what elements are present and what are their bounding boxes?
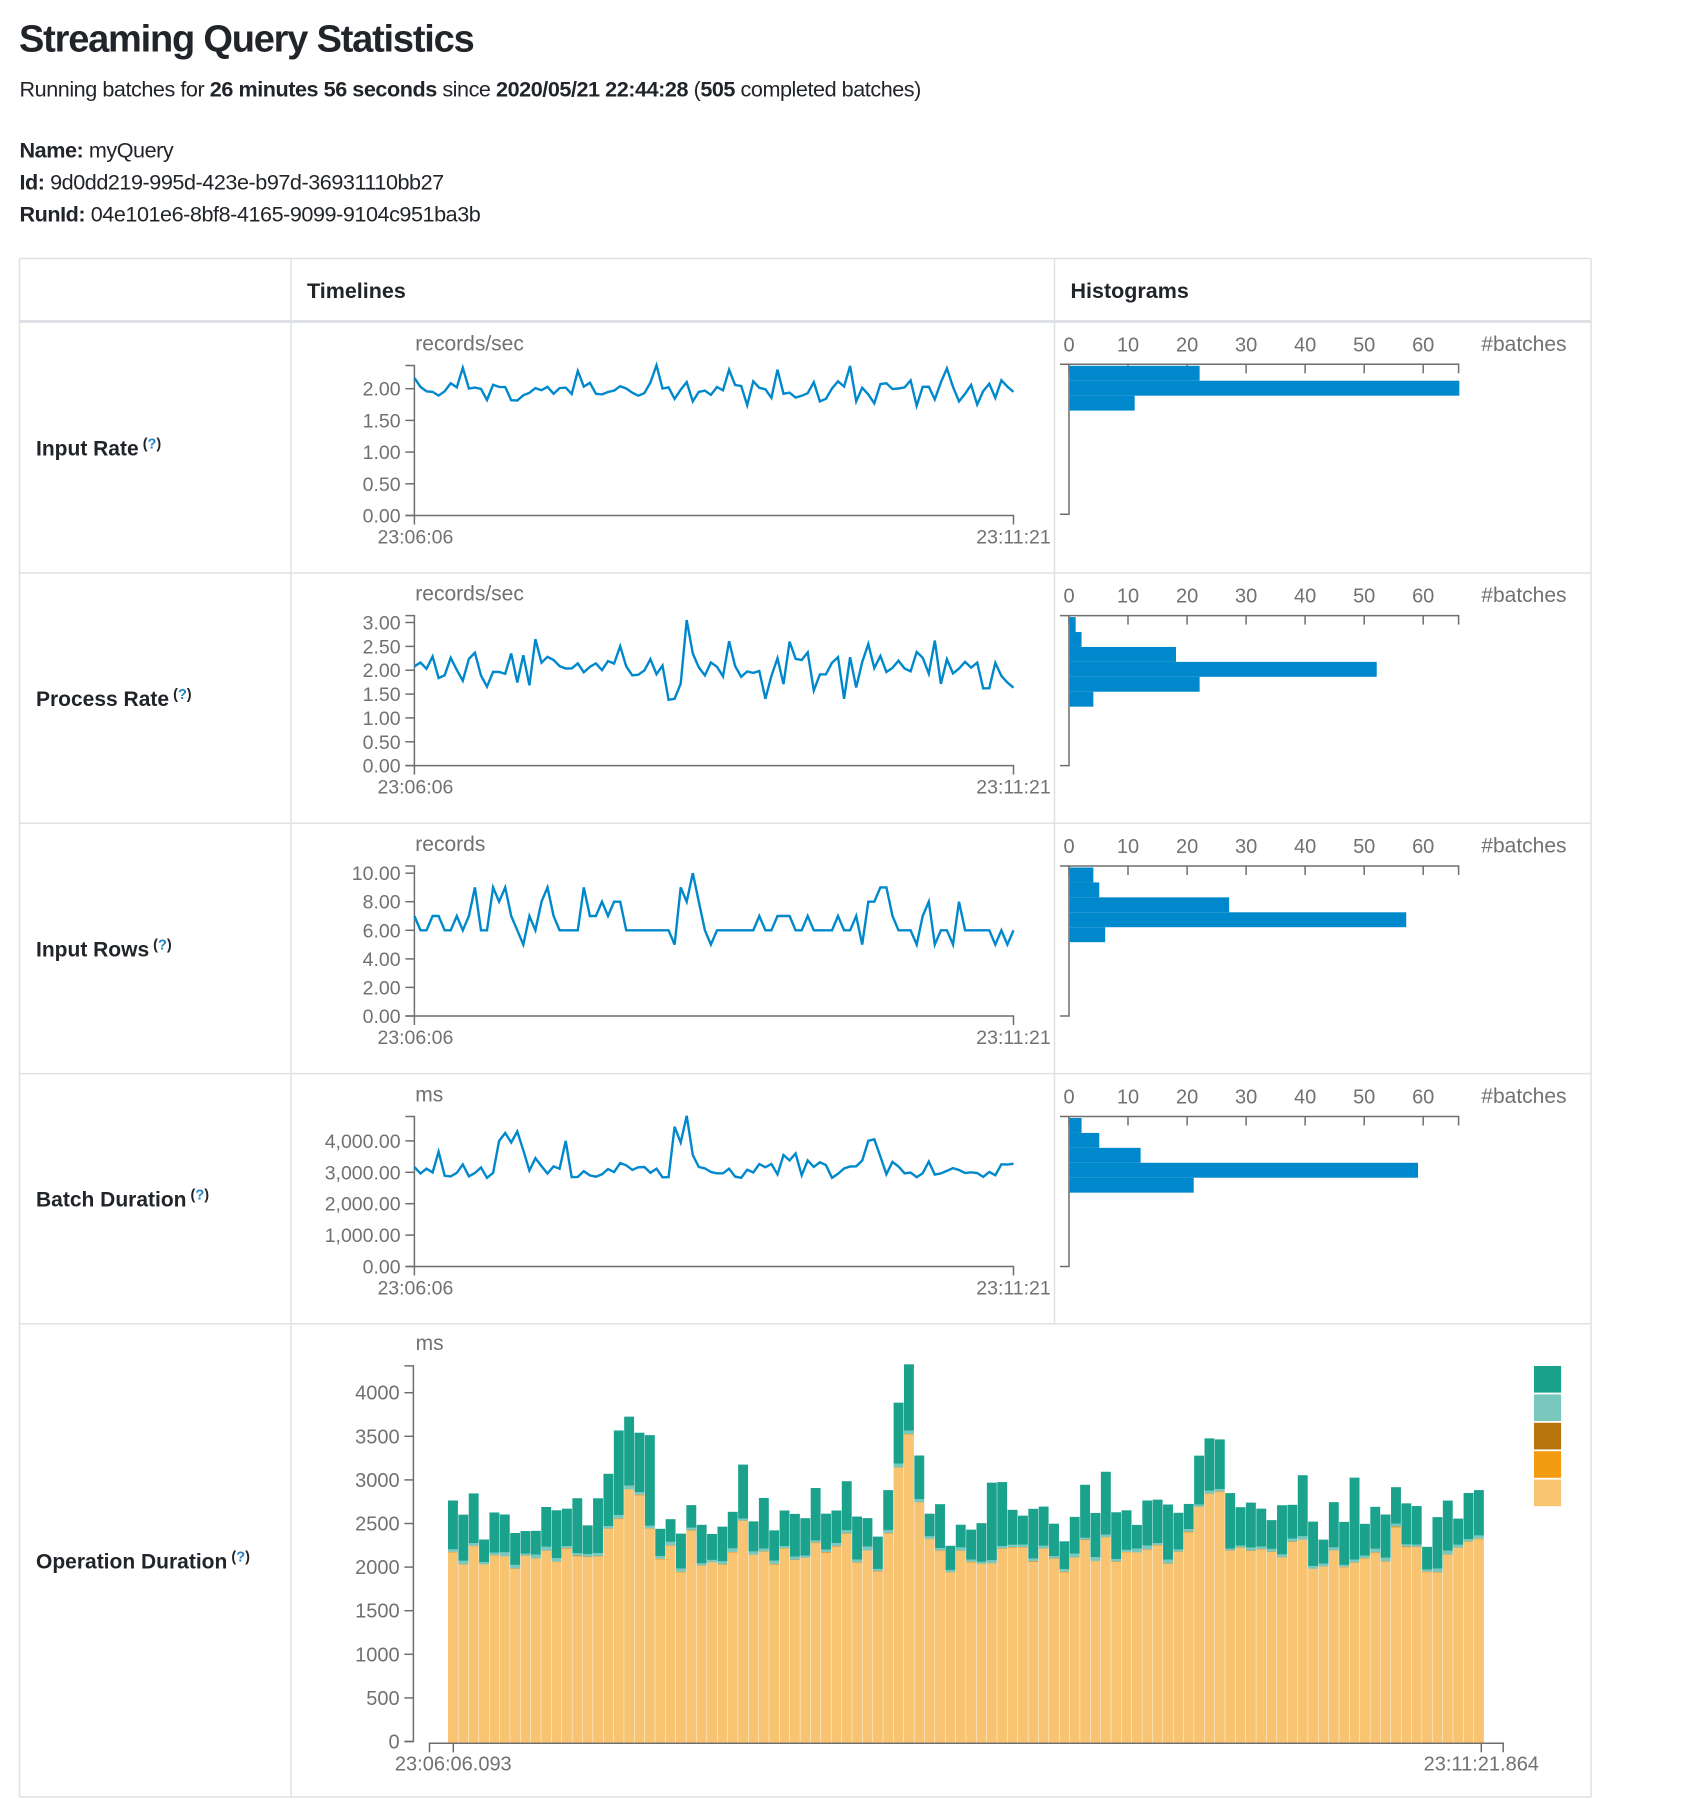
svg-text:RunId: 04e101e6-8bf8-4165-9099: RunId: 04e101e6-8bf8-4165-9099-9104c951b… (20, 202, 481, 227)
svg-text:records: records (415, 833, 485, 856)
svg-text:23:06:06: 23:06:06 (377, 1027, 453, 1049)
svg-text:10: 10 (1117, 586, 1139, 608)
svg-text:Running batches for 26 minutes: Running batches for 26 minutes 56 second… (20, 77, 921, 102)
svg-text:10.00: 10.00 (352, 863, 401, 885)
svg-text:0: 0 (1063, 586, 1074, 608)
svg-text:Operation Duration (?): Operation Duration (?) (36, 1549, 250, 1573)
svg-text:0: 0 (1063, 334, 1074, 356)
svg-text:0.50: 0.50 (363, 474, 401, 496)
svg-text:60: 60 (1412, 1087, 1434, 1109)
svg-text:30: 30 (1235, 586, 1257, 608)
svg-text:Name: myQuery: Name: myQuery (20, 138, 174, 163)
svg-text:23:06:06: 23:06:06 (377, 776, 453, 798)
svg-text:500: 500 (366, 1688, 399, 1710)
svg-text:ms: ms (415, 1083, 443, 1106)
svg-text:10: 10 (1117, 334, 1139, 356)
svg-text:23:11:21: 23:11:21 (976, 1277, 1050, 1299)
svg-text:20: 20 (1176, 1087, 1198, 1109)
svg-text:60: 60 (1412, 334, 1434, 356)
svg-text:60: 60 (1412, 836, 1434, 858)
svg-text:3,000.00: 3,000.00 (325, 1162, 401, 1184)
svg-text:Batch Duration (?): Batch Duration (?) (36, 1188, 209, 1212)
svg-text:20: 20 (1176, 586, 1198, 608)
svg-text:Process Rate (?): Process Rate (?) (36, 687, 192, 711)
svg-text:4,000.00: 4,000.00 (325, 1131, 401, 1153)
svg-text:23:11:21.864: 23:11:21.864 (1424, 1753, 1539, 1775)
svg-text:#batches: #batches (1481, 584, 1566, 607)
svg-text:1.00: 1.00 (363, 708, 401, 730)
svg-text:50: 50 (1353, 1087, 1375, 1109)
svg-text:#batches: #batches (1481, 835, 1566, 858)
svg-text:0.00: 0.00 (363, 756, 401, 778)
svg-text:4.00: 4.00 (363, 949, 401, 971)
svg-text:50: 50 (1353, 334, 1375, 356)
svg-text:50: 50 (1353, 836, 1375, 858)
svg-text:1000: 1000 (355, 1644, 400, 1666)
svg-text:10: 10 (1117, 836, 1139, 858)
svg-text:30: 30 (1235, 836, 1257, 858)
svg-text:Histograms: Histograms (1071, 279, 1189, 303)
svg-text:3000: 3000 (355, 1470, 400, 1492)
svg-text:ms: ms (416, 1332, 444, 1355)
svg-text:2.00: 2.00 (363, 977, 401, 999)
svg-text:60: 60 (1412, 586, 1434, 608)
svg-text:0.50: 0.50 (363, 732, 401, 754)
svg-text:records/sec: records/sec (415, 582, 524, 605)
svg-text:30: 30 (1235, 1087, 1257, 1109)
svg-text:20: 20 (1176, 334, 1198, 356)
svg-text:30: 30 (1235, 334, 1257, 356)
svg-text:1.00: 1.00 (363, 442, 401, 464)
svg-text:Streaming Query Statistics: Streaming Query Statistics (19, 19, 474, 61)
svg-text:records/sec: records/sec (415, 332, 524, 355)
svg-text:1,000.00: 1,000.00 (325, 1225, 401, 1247)
svg-text:0.00: 0.00 (363, 1006, 401, 1028)
svg-text:3.00: 3.00 (363, 613, 401, 635)
svg-text:20: 20 (1176, 836, 1198, 858)
svg-text:0: 0 (1063, 1087, 1074, 1109)
svg-text:23:06:06: 23:06:06 (377, 526, 453, 548)
svg-text:40: 40 (1294, 334, 1316, 356)
svg-text:2.00: 2.00 (363, 660, 401, 682)
svg-text:8.00: 8.00 (363, 892, 401, 914)
svg-text:3500: 3500 (355, 1426, 400, 1448)
svg-text:1500: 1500 (355, 1601, 400, 1623)
svg-text:4000: 4000 (355, 1383, 400, 1405)
svg-text:23:11:21: 23:11:21 (976, 526, 1050, 548)
svg-text:1.50: 1.50 (363, 684, 401, 706)
svg-text:23:06:06.093: 23:06:06.093 (395, 1753, 512, 1775)
svg-text:0.00: 0.00 (363, 1257, 401, 1279)
svg-text:Id: 9d0dd219-995d-423e-b97d-36: Id: 9d0dd219-995d-423e-b97d-36931110bb27 (20, 170, 444, 195)
svg-text:Timelines: Timelines (307, 279, 406, 303)
svg-text:6.00: 6.00 (363, 920, 401, 942)
svg-text:0.00: 0.00 (363, 506, 401, 528)
svg-text:23:06:06: 23:06:06 (377, 1277, 453, 1299)
svg-text:2.50: 2.50 (363, 636, 401, 658)
svg-text:0: 0 (1063, 836, 1074, 858)
svg-text:#batches: #batches (1481, 1085, 1566, 1108)
svg-text:2000: 2000 (355, 1557, 400, 1579)
svg-text:2.00: 2.00 (363, 379, 401, 401)
svg-text:40: 40 (1294, 586, 1316, 608)
svg-text:50: 50 (1353, 586, 1375, 608)
svg-text:2500: 2500 (355, 1514, 400, 1536)
svg-text:23:11:21: 23:11:21 (976, 1027, 1050, 1049)
svg-text:40: 40 (1294, 1087, 1316, 1109)
svg-text:2,000.00: 2,000.00 (325, 1194, 401, 1216)
svg-text:23:11:21: 23:11:21 (976, 776, 1050, 798)
svg-text:0: 0 (388, 1732, 399, 1754)
svg-text:#batches: #batches (1481, 333, 1566, 356)
svg-text:10: 10 (1117, 1087, 1139, 1109)
svg-text:40: 40 (1294, 836, 1316, 858)
svg-text:1.50: 1.50 (363, 410, 401, 432)
